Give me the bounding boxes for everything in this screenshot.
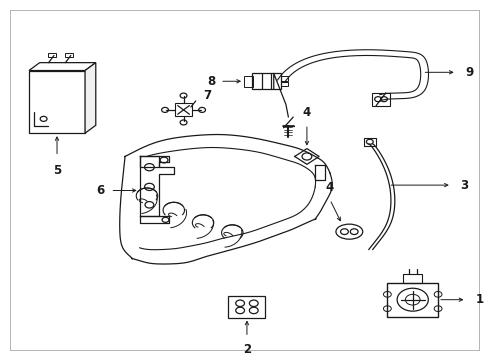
Bar [363, 138, 375, 146]
Polygon shape [85, 63, 96, 133]
Polygon shape [29, 63, 96, 71]
Text: 8: 8 [207, 75, 215, 88]
Bar [402, 274, 422, 283]
Bar [386, 283, 437, 317]
Text: 2: 2 [243, 343, 250, 356]
Bar [228, 296, 265, 318]
Text: 9: 9 [465, 66, 473, 79]
Bar [29, 71, 85, 133]
Text: 4: 4 [302, 106, 310, 119]
Bar [371, 93, 389, 105]
Bar [174, 103, 192, 116]
Text: 5: 5 [53, 164, 61, 177]
Text: 6: 6 [96, 184, 104, 197]
Bar [65, 53, 73, 57]
Text: 7: 7 [203, 89, 211, 102]
Ellipse shape [335, 224, 362, 239]
Bar [244, 76, 252, 87]
Text: 1: 1 [475, 293, 483, 306]
Bar [48, 53, 56, 57]
Bar [251, 73, 281, 89]
Text: 3: 3 [460, 179, 468, 192]
Bar [281, 82, 287, 86]
Text: 4: 4 [325, 181, 333, 194]
Bar [281, 76, 287, 81]
